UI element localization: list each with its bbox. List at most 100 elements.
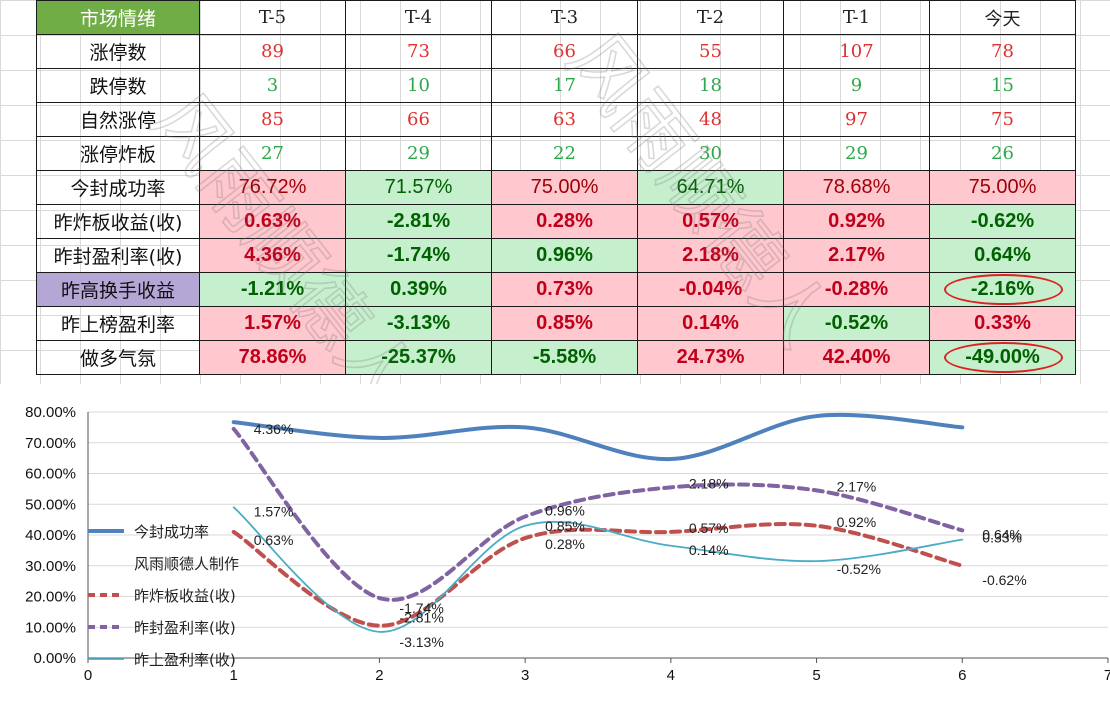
x-tick-label: 0 <box>84 667 92 684</box>
count-cell: 15 <box>930 69 1076 103</box>
x-tick-label: 5 <box>812 667 820 684</box>
percent-cell: 0.96% <box>492 239 638 273</box>
percent-cell: 42.40% <box>784 341 930 375</box>
y-tick-label: 10.00% <box>25 619 76 636</box>
percent-cell: 0.57% <box>638 205 784 239</box>
count-cell: 85 <box>200 103 346 137</box>
percent-cell: -1.21% <box>200 273 346 307</box>
highlight-circle <box>944 274 1063 305</box>
count-cell: 73 <box>346 35 492 69</box>
percent-cell: -0.52% <box>784 307 930 341</box>
header-day-cell: 今天 <box>930 1 1076 35</box>
row-label-cell: 昨高换手收益 <box>37 273 200 307</box>
y-tick-label: 70.00% <box>25 435 76 452</box>
legend-label: 昨封盈利率(收) <box>134 619 236 637</box>
row-label-cell: 涨停炸板 <box>37 137 200 171</box>
y-tick-label: 40.00% <box>25 527 76 544</box>
data-label: 0.96% <box>545 503 585 519</box>
percent-cell: 0.92% <box>784 205 930 239</box>
count-cell: 10 <box>346 69 492 103</box>
percent-cell: -2.16% <box>930 273 1076 307</box>
percent-cell: 0.14% <box>638 307 784 341</box>
y-tick-label: 0.00% <box>33 650 76 667</box>
row-label-cell: 昨炸板收益(收) <box>37 205 200 239</box>
legend-label: 昨上盈利率(收) <box>134 651 236 669</box>
series-line-fengban <box>234 415 963 459</box>
percent-cell: -2.81% <box>346 205 492 239</box>
count-cell: 26 <box>930 137 1076 171</box>
percent-cell: -0.62% <box>930 205 1076 239</box>
data-label: 0.28% <box>545 536 585 552</box>
count-cell: 22 <box>492 137 638 171</box>
header-day-cell: T-5 <box>200 1 346 35</box>
data-label: -3.13% <box>399 634 443 650</box>
data-label: 0.63% <box>254 532 294 548</box>
row-label-cell: 涨停数 <box>37 35 200 69</box>
y-tick-label: 30.00% <box>25 558 76 575</box>
row-label-cell: 昨上榜盈利率 <box>37 307 200 341</box>
count-cell: 3 <box>200 69 346 103</box>
data-label: 1.57% <box>254 503 294 519</box>
data-label: 0.14% <box>689 542 729 558</box>
count-cell: 18 <box>638 69 784 103</box>
x-tick-label: 7 <box>1104 667 1110 684</box>
data-label: -1.74% <box>399 600 443 616</box>
percent-cell: 0.64% <box>930 239 1076 273</box>
count-cell: 75 <box>930 103 1076 137</box>
percent-cell: 0.85% <box>492 307 638 341</box>
y-tick-label: 80.00% <box>25 404 76 421</box>
percent-cell: 71.57% <box>346 171 492 205</box>
header-day-cell: T-3 <box>492 1 638 35</box>
data-label: 2.17% <box>837 478 877 494</box>
data-label: 0.85% <box>545 518 585 534</box>
percent-cell: 0.33% <box>930 307 1076 341</box>
table-row: 昨高换手收益-1.21%0.39%0.73%-0.04%-0.28%-2.16% <box>37 273 1076 307</box>
y-tick-label: 50.00% <box>25 496 76 513</box>
percent-cell: 78.68% <box>784 171 930 205</box>
percent-cell: -5.58% <box>492 341 638 375</box>
x-tick-label: 1 <box>230 667 238 684</box>
count-cell: 29 <box>346 137 492 171</box>
header-day-cell: T-4 <box>346 1 492 35</box>
row-label-cell: 昨封盈利率(收) <box>37 239 200 273</box>
count-cell: 17 <box>492 69 638 103</box>
count-cell: 9 <box>784 69 930 103</box>
legend-label: 昨炸板收益(收) <box>134 587 236 605</box>
count-cell: 66 <box>492 35 638 69</box>
data-label: -0.52% <box>837 561 881 577</box>
data-label: 0.92% <box>837 514 877 530</box>
percent-cell: 0.28% <box>492 205 638 239</box>
data-label: 0.33% <box>982 530 1022 546</box>
x-tick-label: 3 <box>521 667 529 684</box>
percent-cell: 0.73% <box>492 273 638 307</box>
row-label-cell: 今封成功率 <box>37 171 200 205</box>
percent-cell: 64.71% <box>638 171 784 205</box>
x-tick-label: 6 <box>958 667 966 684</box>
percent-cell: 0.63% <box>200 205 346 239</box>
percent-cell: 75.00% <box>492 171 638 205</box>
percent-cell: 76.72% <box>200 171 346 205</box>
count-cell: 48 <box>638 103 784 137</box>
table-row: 昨炸板收益(收)0.63%-2.81%0.28%0.57%0.92%-0.62% <box>37 205 1076 239</box>
percent-cell: 24.73% <box>638 341 784 375</box>
percent-cell: -25.37% <box>346 341 492 375</box>
chart-svg: 0.00%10.00%20.00%30.00%40.00%50.00%60.00… <box>0 384 1110 704</box>
data-label: -0.62% <box>982 572 1026 588</box>
x-tick-label: 2 <box>375 667 383 684</box>
table-row: 昨封盈利率(收)4.36%-1.74%0.96%2.18%2.17%0.64% <box>37 239 1076 273</box>
count-cell: 89 <box>200 35 346 69</box>
legend-label: 风雨顺德人制作 <box>134 555 239 573</box>
count-cell: 55 <box>638 35 784 69</box>
count-cell: 27 <box>200 137 346 171</box>
percent-cell: 75.00% <box>930 171 1076 205</box>
percent-cell: -0.28% <box>784 273 930 307</box>
percent-cell: -3.13% <box>346 307 492 341</box>
row-label-cell: 做多气氛 <box>37 341 200 375</box>
header-day-cell: T-1 <box>784 1 930 35</box>
percent-cell: 2.17% <box>784 239 930 273</box>
